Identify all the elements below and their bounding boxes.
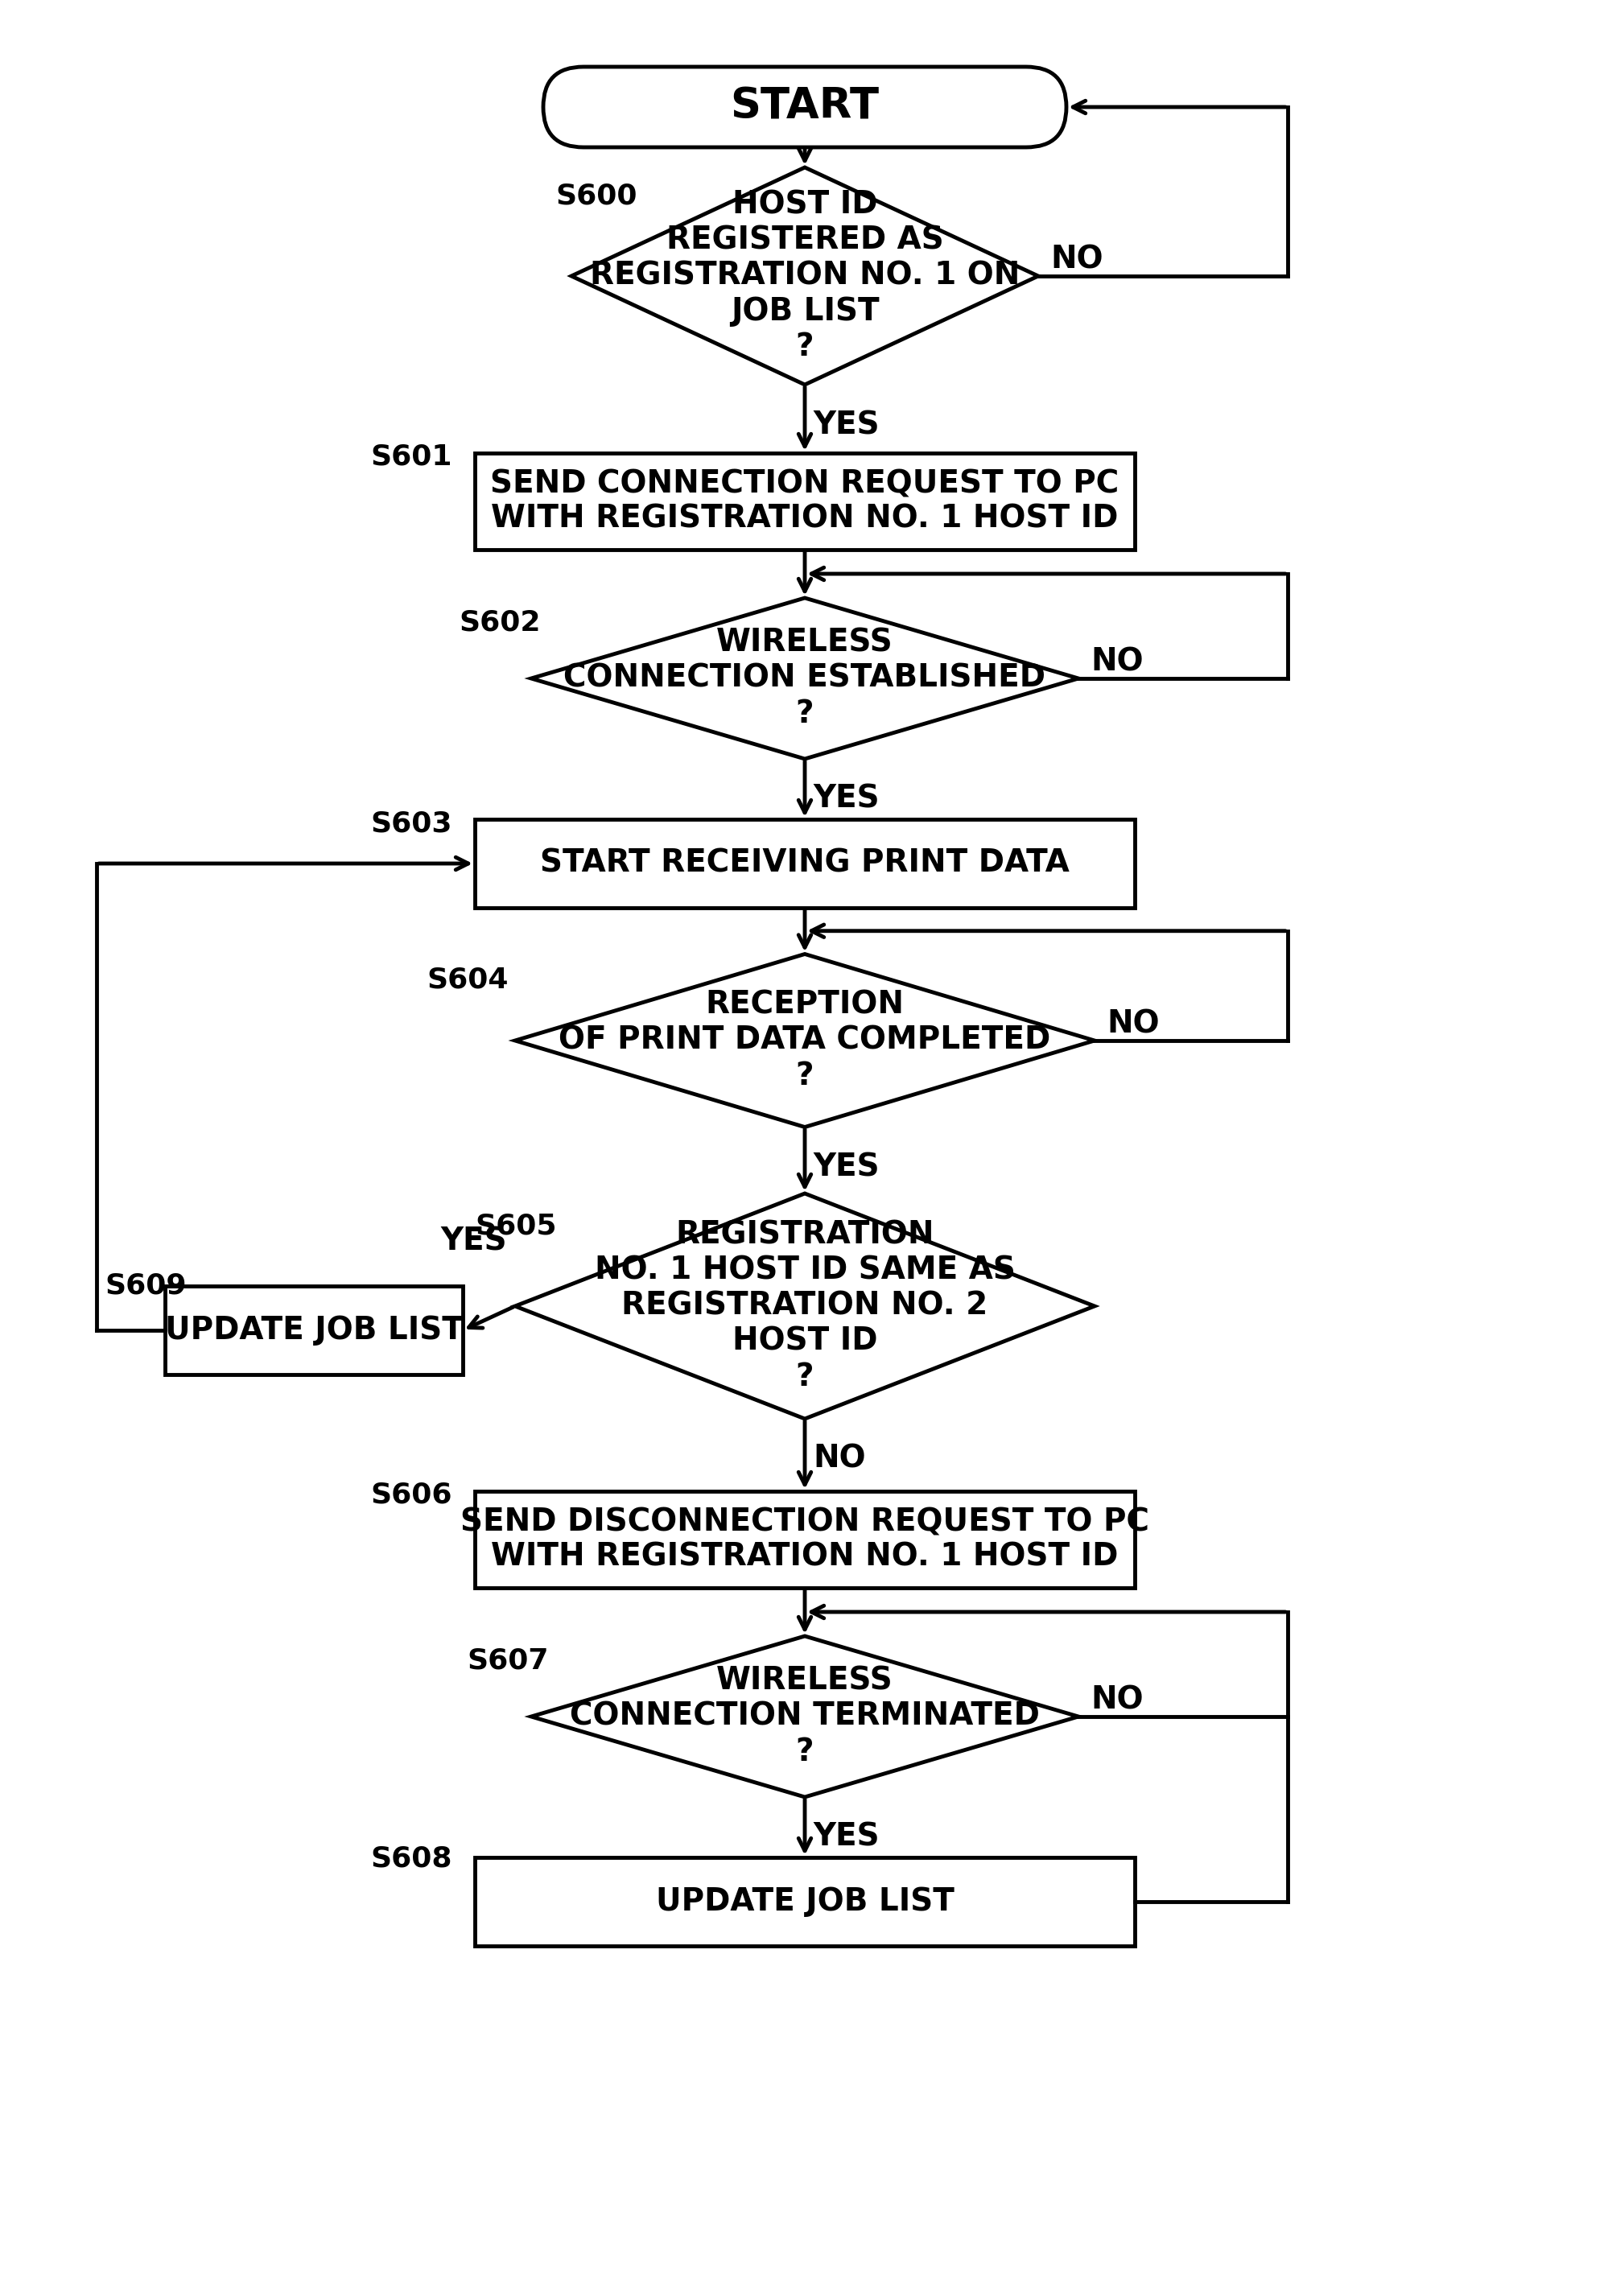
- Text: S602: S602: [458, 608, 540, 636]
- Text: S608: S608: [370, 1846, 452, 1874]
- Text: NO: NO: [1106, 1010, 1159, 1040]
- Text: S605: S605: [474, 1212, 556, 1240]
- Text: S603: S603: [370, 810, 452, 838]
- Text: YES: YES: [812, 1823, 880, 1853]
- Polygon shape: [515, 1194, 1093, 1419]
- Text: S609: S609: [105, 1272, 187, 1300]
- Text: NO: NO: [1090, 647, 1143, 677]
- Text: YES: YES: [812, 1153, 880, 1182]
- Text: YES: YES: [441, 1226, 507, 1256]
- Bar: [474, 1857, 1134, 1947]
- Text: NO: NO: [1050, 246, 1103, 276]
- Text: HOST ID
REGISTERED AS
REGISTRATION NO. 1 ON
JOB LIST
?: HOST ID REGISTERED AS REGISTRATION NO. 1…: [590, 191, 1019, 363]
- Polygon shape: [531, 597, 1077, 760]
- Text: START: START: [730, 87, 880, 129]
- Text: REGISTRATION
NO. 1 HOST ID SAME AS
REGISTRATION NO. 2
HOST ID
?: REGISTRATION NO. 1 HOST ID SAME AS REGIS…: [593, 1219, 1015, 1391]
- Bar: [474, 820, 1134, 907]
- Polygon shape: [531, 1637, 1077, 1798]
- Text: YES: YES: [812, 783, 880, 815]
- Text: UPDATE JOB LIST: UPDATE JOB LIST: [164, 1316, 463, 1345]
- FancyBboxPatch shape: [544, 67, 1066, 147]
- Text: YES: YES: [812, 409, 880, 441]
- Text: SEND CONNECTION REQUEST TO PC
WITH REGISTRATION NO. 1 HOST ID: SEND CONNECTION REQUEST TO PC WITH REGIS…: [490, 468, 1119, 535]
- Text: NO: NO: [1090, 1685, 1143, 1715]
- Polygon shape: [571, 168, 1037, 386]
- Text: S607: S607: [466, 1646, 548, 1674]
- Text: S600: S600: [555, 181, 637, 209]
- Polygon shape: [515, 955, 1093, 1127]
- Text: UPDATE JOB LIST: UPDATE JOB LIST: [654, 1887, 954, 1917]
- Bar: [474, 1490, 1134, 1589]
- Text: START RECEIVING PRINT DATA: START RECEIVING PRINT DATA: [540, 847, 1069, 879]
- Text: RECEPTION
OF PRINT DATA COMPLETED
?: RECEPTION OF PRINT DATA COMPLETED ?: [558, 990, 1050, 1091]
- Text: S604: S604: [426, 967, 508, 994]
- Text: WIRELESS
CONNECTION ESTABLISHED
?: WIRELESS CONNECTION ESTABLISHED ?: [563, 627, 1045, 730]
- Text: NO: NO: [812, 1444, 865, 1474]
- Bar: [474, 452, 1134, 549]
- Text: SEND DISCONNECTION REQUEST TO PC
WITH REGISTRATION NO. 1 HOST ID: SEND DISCONNECTION REQUEST TO PC WITH RE…: [460, 1506, 1148, 1573]
- Text: WIRELESS
CONNECTION TERMINATED
?: WIRELESS CONNECTION TERMINATED ?: [569, 1667, 1039, 1768]
- Bar: [166, 1286, 463, 1375]
- Text: S601: S601: [370, 443, 452, 471]
- Text: S606: S606: [370, 1481, 452, 1508]
